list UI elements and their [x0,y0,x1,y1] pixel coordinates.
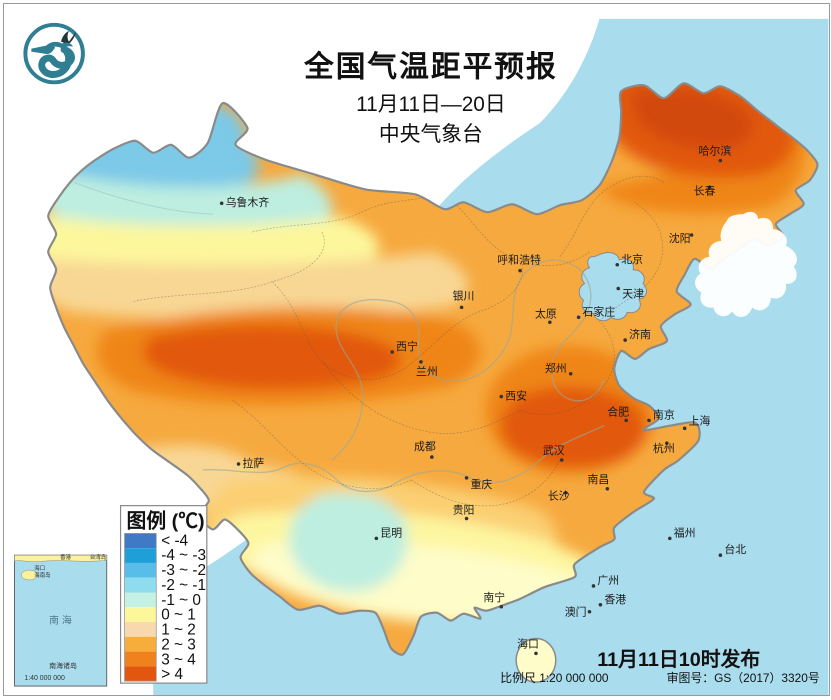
svg-text:比例尺 1:20 000 000: 比例尺 1:20 000 000 [500,671,609,685]
svg-text:太原: 太原 [535,307,557,320]
svg-text:11月11日10时发布: 11月11日10时发布 [597,648,760,671]
svg-text:南宁: 南宁 [483,590,505,604]
svg-text:全国气温距平预报: 全国气温距平预报 [303,49,558,83]
svg-text:西安: 西安 [505,389,527,403]
svg-text:郑州: 郑州 [545,361,567,375]
svg-text:北京: 北京 [621,252,643,266]
svg-text:银川: 银川 [453,288,475,302]
svg-text:广州: 广州 [597,574,619,587]
svg-text:哈尔滨: 哈尔滨 [699,144,732,158]
svg-text:福州: 福州 [674,525,696,539]
svg-text:台湾岛: 台湾岛 [90,553,106,561]
svg-text:南海诸岛: 南海诸岛 [49,661,77,670]
svg-text:11月11日—20日: 11月11日—20日 [356,93,506,116]
svg-text:拉萨: 拉萨 [243,456,265,470]
svg-text:> 4: > 4 [161,666,183,683]
svg-text:澳门: 澳门 [565,605,587,619]
svg-text:1:40 000 000: 1:40 000 000 [24,675,65,682]
svg-text:杭州: 杭州 [653,441,675,455]
svg-text:合肥: 合肥 [607,404,629,418]
svg-text:兰州: 兰州 [416,365,438,378]
svg-text:重庆: 重庆 [471,477,493,491]
svg-text:中央气象台: 中央气象台 [379,123,483,146]
svg-text:图例 (℃): 图例 (℃) [127,509,205,532]
svg-text:台北: 台北 [724,542,746,556]
svg-text:南京: 南京 [653,407,675,421]
svg-text:香港: 香港 [604,593,626,606]
svg-text:成都: 成都 [414,440,436,453]
svg-text:上海: 上海 [689,413,711,427]
svg-text:昆明: 昆明 [380,526,402,539]
svg-text:呼和浩特: 呼和浩特 [497,253,541,267]
svg-text:海南岛: 海南岛 [34,571,50,579]
svg-text:审图号：GS（2017）3320号: 审图号：GS（2017）3320号 [667,671,820,685]
svg-text:香港: 香港 [60,553,71,561]
svg-text:沈阳: 沈阳 [669,231,691,245]
svg-text:海口: 海口 [517,636,539,650]
svg-text:西宁: 西宁 [396,339,418,353]
svg-text:武汉: 武汉 [543,444,565,457]
svg-text:石家庄: 石家庄 [583,304,616,318]
svg-text:长春: 长春 [694,184,716,197]
svg-text:长沙: 长沙 [548,490,570,503]
svg-text:济南: 济南 [629,327,651,341]
svg-text:乌鲁木齐: 乌鲁木齐 [226,195,270,209]
svg-text:贵阳: 贵阳 [453,504,475,517]
svg-text:海口: 海口 [34,564,45,572]
svg-text:南昌: 南昌 [588,473,610,486]
svg-text:天津: 天津 [622,287,644,300]
svg-text:南 海: 南 海 [49,614,72,627]
